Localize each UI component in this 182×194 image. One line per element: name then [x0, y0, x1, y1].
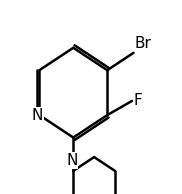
Text: Br: Br — [135, 36, 152, 50]
Text: N: N — [66, 153, 78, 168]
Text: F: F — [133, 93, 142, 108]
Text: N: N — [32, 108, 43, 123]
